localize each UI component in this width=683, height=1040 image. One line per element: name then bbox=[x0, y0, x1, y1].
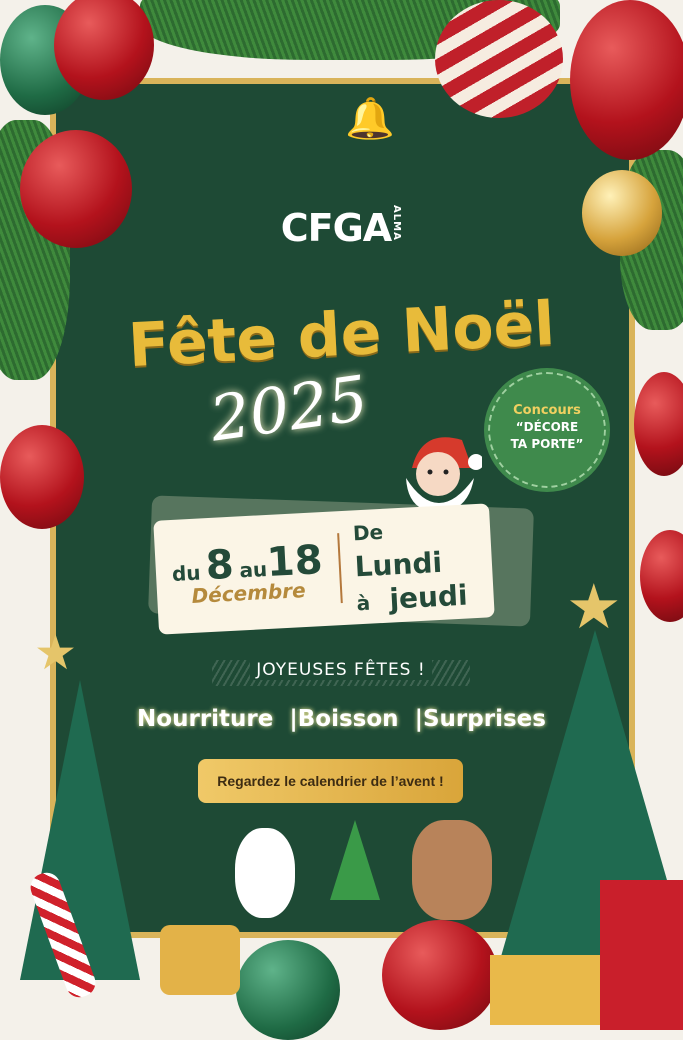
date-au: au bbox=[238, 556, 268, 583]
badge-line-2: “DÉCORE bbox=[515, 420, 579, 434]
sep: | bbox=[289, 706, 298, 732]
badge-line-1: Concours bbox=[513, 403, 581, 418]
date-range: du 8 au18 Décembre bbox=[169, 537, 327, 609]
badge-line-3: TA PORTE” bbox=[510, 437, 584, 451]
days-a: à bbox=[356, 590, 371, 616]
ornament-red-right bbox=[634, 372, 683, 476]
ornament-red-left bbox=[0, 425, 84, 529]
ornament-striped bbox=[435, 0, 563, 118]
snowman-icon bbox=[235, 828, 295, 918]
contest-badge: Concours “DÉCORE TA PORTE” bbox=[484, 368, 610, 492]
santa-icon bbox=[406, 437, 482, 512]
ornament-red-large bbox=[570, 0, 683, 160]
greeting: JOYEUSES FÊTES ! bbox=[212, 660, 470, 686]
ornament-gold bbox=[582, 170, 662, 256]
logo: CFGAALMA bbox=[280, 205, 403, 250]
ornament-red-right-2 bbox=[640, 530, 683, 622]
gift-icon bbox=[490, 955, 602, 1025]
days: De Lundi à jeudi bbox=[352, 508, 481, 620]
ornament-bottom-green bbox=[236, 940, 340, 1040]
ornament-red bbox=[54, 0, 154, 100]
reindeer-icon bbox=[412, 820, 492, 920]
ornament-bottom-red bbox=[382, 920, 498, 1030]
date-du: du bbox=[171, 560, 202, 586]
tree-left bbox=[20, 680, 140, 980]
bow-icon bbox=[160, 925, 240, 995]
days-start: Lundi bbox=[353, 545, 443, 584]
star-icon: ★ bbox=[34, 625, 78, 681]
days-de: De bbox=[352, 519, 384, 546]
date-card: du 8 au18 Décembre De Lundi à jeudi bbox=[153, 503, 495, 635]
divider bbox=[337, 533, 343, 604]
item-drink: Boisson bbox=[297, 706, 399, 732]
sep: | bbox=[414, 706, 423, 732]
gift-red-icon bbox=[600, 880, 683, 1030]
ornament-snowflake bbox=[20, 130, 132, 248]
bells-icon: 🔔 bbox=[345, 96, 395, 142]
advent-calendar-button[interactable]: Regardez le calendrier de l’avent ! bbox=[198, 759, 463, 803]
days-end: jeudi bbox=[388, 578, 469, 616]
small-tree-icon bbox=[330, 820, 380, 900]
item-food: Nourriture bbox=[137, 706, 274, 732]
